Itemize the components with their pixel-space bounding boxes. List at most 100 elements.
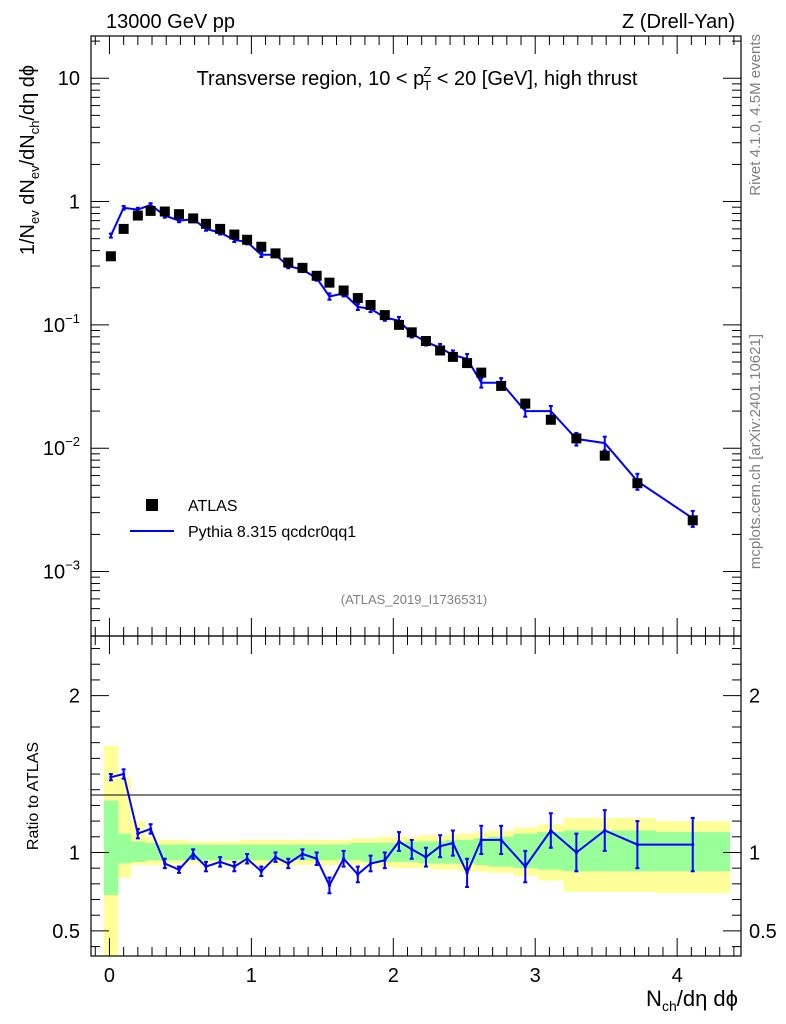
atlas-marker	[118, 223, 129, 234]
atlas-marker	[420, 335, 431, 346]
main-y-axis: 10 1 10−1 10−2 10−3	[43, 40, 741, 637]
y-tick-label: 10−2	[43, 434, 80, 460]
atlas-marker	[379, 310, 390, 321]
x-tick-label: 4	[672, 965, 683, 987]
ratio-point	[368, 861, 373, 866]
atlas-marker	[132, 210, 143, 221]
plot-title-post: < 20 [GeV], high thrust	[431, 68, 638, 90]
green-band-bin	[130, 841, 146, 862]
y-tick-label: 1	[69, 192, 80, 214]
green-band-bin	[171, 844, 187, 861]
atlas-marker	[283, 257, 294, 268]
ratio-point	[122, 772, 126, 776]
atlas-marker	[447, 351, 458, 362]
analysis-watermark: (ATLAS_2019_I1736531)	[341, 592, 487, 607]
green-band-bin	[459, 839, 475, 864]
ratio-y-tick-label-right: 1	[749, 842, 760, 864]
ylabel-part: /dN	[17, 134, 39, 165]
y-tick-label: 10	[58, 68, 80, 90]
x-tick-label: 2	[388, 965, 399, 987]
atlas-marker	[632, 478, 643, 489]
main-panel: 10 1 10−1 10−2 10−3 Transverse region, 10 < …	[17, 35, 742, 637]
atlas-marker	[324, 277, 335, 288]
legend-atlas-marker	[146, 499, 158, 511]
ratio-point	[286, 861, 290, 866]
ylabel-part: ch	[27, 121, 42, 135]
atlas-marker	[105, 251, 116, 262]
atlas-marker	[462, 358, 473, 369]
ratio-point	[523, 864, 527, 869]
header-process: Z (Drell-Yan)	[622, 11, 735, 33]
atlas-marker	[406, 327, 417, 338]
ratio-point	[574, 850, 578, 855]
ratio-y-tick-label: 1	[69, 842, 80, 864]
ratio-panel: 2 2 1 1 0.5 0.5 0 1 2 3 4 Ratio to ATLAS	[25, 635, 777, 987]
ratio-point	[149, 827, 153, 831]
ratio-point	[273, 855, 278, 859]
ratio-point	[383, 858, 387, 862]
x-axis-title: Nch/dη dϕ	[646, 986, 738, 1014]
ratio-x-axis: 0 1 2 3 4	[94, 636, 735, 987]
xlabel-part: ch	[662, 998, 677, 1014]
green-band-bin	[350, 843, 364, 861]
ratio-y-axis: 2 2 1 1 0.5 0.5	[52, 648, 777, 948]
ylabel-part: ev	[27, 165, 42, 179]
ratio-point	[438, 844, 442, 848]
plot-title-sup: Z	[423, 64, 431, 79]
ratio-point	[191, 852, 195, 856]
green-band-bin	[240, 844, 255, 861]
ratio-point	[549, 828, 553, 833]
atlas-marker	[545, 414, 556, 425]
atlas-marker	[215, 223, 226, 234]
atlas-marker	[338, 285, 349, 296]
atlas-marker	[365, 299, 376, 310]
atlas-marker	[229, 229, 240, 240]
green-band-bin	[213, 844, 228, 861]
ratio-point	[691, 843, 695, 847]
ratio-frame	[90, 635, 742, 957]
ratio-y-tick-label-right: 0.5	[749, 921, 777, 943]
green-band-bin	[322, 844, 337, 861]
atlas-marker	[393, 319, 404, 330]
ratio-y-axis-title: Ratio to ATLAS	[25, 742, 42, 850]
green-band-bin	[227, 844, 241, 861]
xlabel-part: N	[646, 986, 662, 1011]
ratio-y-tick-label: 0.5	[52, 921, 80, 943]
plot-title-pre: Transverse region, 10 < p	[197, 68, 425, 90]
ratio-point	[218, 860, 222, 864]
green-band-bin	[198, 844, 214, 861]
ratio-point	[109, 775, 113, 779]
main-y-axis-title: 1/Nev dNev/dNch/dη dϕ	[17, 65, 42, 255]
ratio-point	[424, 855, 428, 859]
green-band-bin	[363, 843, 379, 862]
ratio-point	[499, 838, 503, 842]
xlabel-part: /dη dϕ	[677, 986, 738, 1011]
ratio-point	[397, 839, 401, 844]
ratio-y-tick-label: 2	[69, 686, 80, 708]
main-frame	[90, 35, 742, 637]
header-collision: 13000 GeV pp	[106, 11, 235, 33]
x-tick-label: 0	[104, 965, 115, 987]
plot-title-sub: T	[423, 78, 431, 93]
ratio-y-tick-label-right: 2	[749, 686, 760, 708]
atlas-marker	[520, 398, 531, 409]
atlas-marker	[256, 241, 267, 252]
ratio-point	[635, 843, 639, 847]
x-tick-label: 3	[530, 965, 541, 987]
y-tick-label: 10−1	[43, 311, 80, 337]
ratio-point	[451, 841, 455, 845]
ratio-point	[245, 857, 249, 861]
green-band-bin	[117, 833, 132, 864]
atlas-marker	[496, 380, 507, 391]
main-x-axis	[94, 36, 735, 636]
atlas-marker	[200, 218, 211, 229]
ratio-point	[465, 871, 469, 875]
ratio-point	[410, 847, 414, 851]
pythia-line	[109, 203, 694, 520]
legend-atlas-label: ATLAS	[188, 498, 238, 515]
uncertainty-bands	[103, 745, 731, 956]
ylabel-part: /dη dϕ	[17, 65, 39, 121]
ratio-point	[259, 869, 263, 873]
atlas-marker	[352, 293, 363, 304]
atlas-marker	[159, 206, 170, 217]
